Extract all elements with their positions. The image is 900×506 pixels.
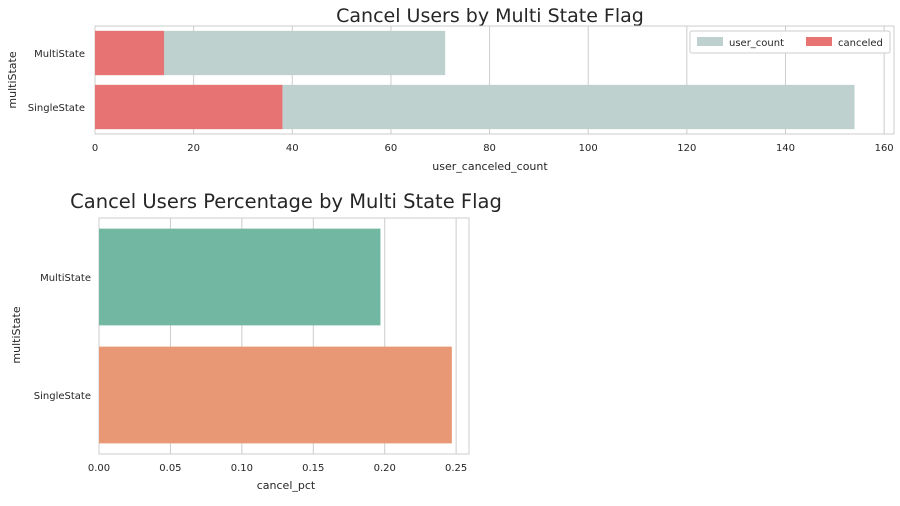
x-tick-label: 60 [385, 143, 398, 154]
chart-title: Cancel Users Percentage by Multi State F… [70, 190, 502, 213]
bar-cancel-pct [99, 346, 452, 444]
legend-label: canceled [838, 38, 883, 49]
bar-canceled [95, 30, 165, 76]
x-tick-label: 0.25 [445, 463, 467, 474]
cancel-users-chart: Cancel Users by Multi State Flag 0 20 40 60… [6, 5, 895, 173]
y-tick-label: MultiState [34, 49, 85, 60]
x-tick-label: 0 [92, 143, 98, 154]
x-tick-label: 0.05 [159, 463, 181, 474]
x-tick-label: 80 [483, 143, 496, 154]
x-axis-label: cancel_pct [257, 479, 316, 492]
x-tick-label: 120 [677, 143, 696, 154]
x-tick-label: 100 [579, 143, 598, 154]
bar-canceled [95, 84, 283, 130]
cancel-pct-chart: Cancel Users Percentage by Multi State F… [10, 190, 502, 492]
x-tick-label: 0.15 [302, 463, 324, 474]
x-axis-label: user_canceled_count [432, 160, 548, 173]
legend-swatch [806, 37, 832, 46]
y-tick-label: MultiState [40, 273, 91, 284]
y-axis-label: multiState [6, 51, 19, 108]
legend-swatch [697, 37, 723, 46]
legend: user_count canceled [689, 30, 891, 54]
chart-title: Cancel Users by Multi State Flag [336, 5, 644, 27]
x-tick-label: 160 [875, 143, 894, 154]
x-tick-label: 0.10 [231, 463, 253, 474]
y-tick-label: SingleState [28, 103, 85, 114]
legend-frame [689, 30, 891, 54]
x-tick-label: 40 [286, 143, 299, 154]
bar-cancel-pct [99, 228, 381, 326]
x-tick-label: 20 [187, 143, 200, 154]
x-tick-label: 140 [776, 143, 795, 154]
y-tick-label: SingleState [34, 391, 91, 402]
y-axis-label: multiState [10, 306, 23, 363]
legend-label: user_count [729, 38, 784, 49]
x-tick-label: 0.20 [374, 463, 396, 474]
x-tick-label: 0.00 [88, 463, 110, 474]
